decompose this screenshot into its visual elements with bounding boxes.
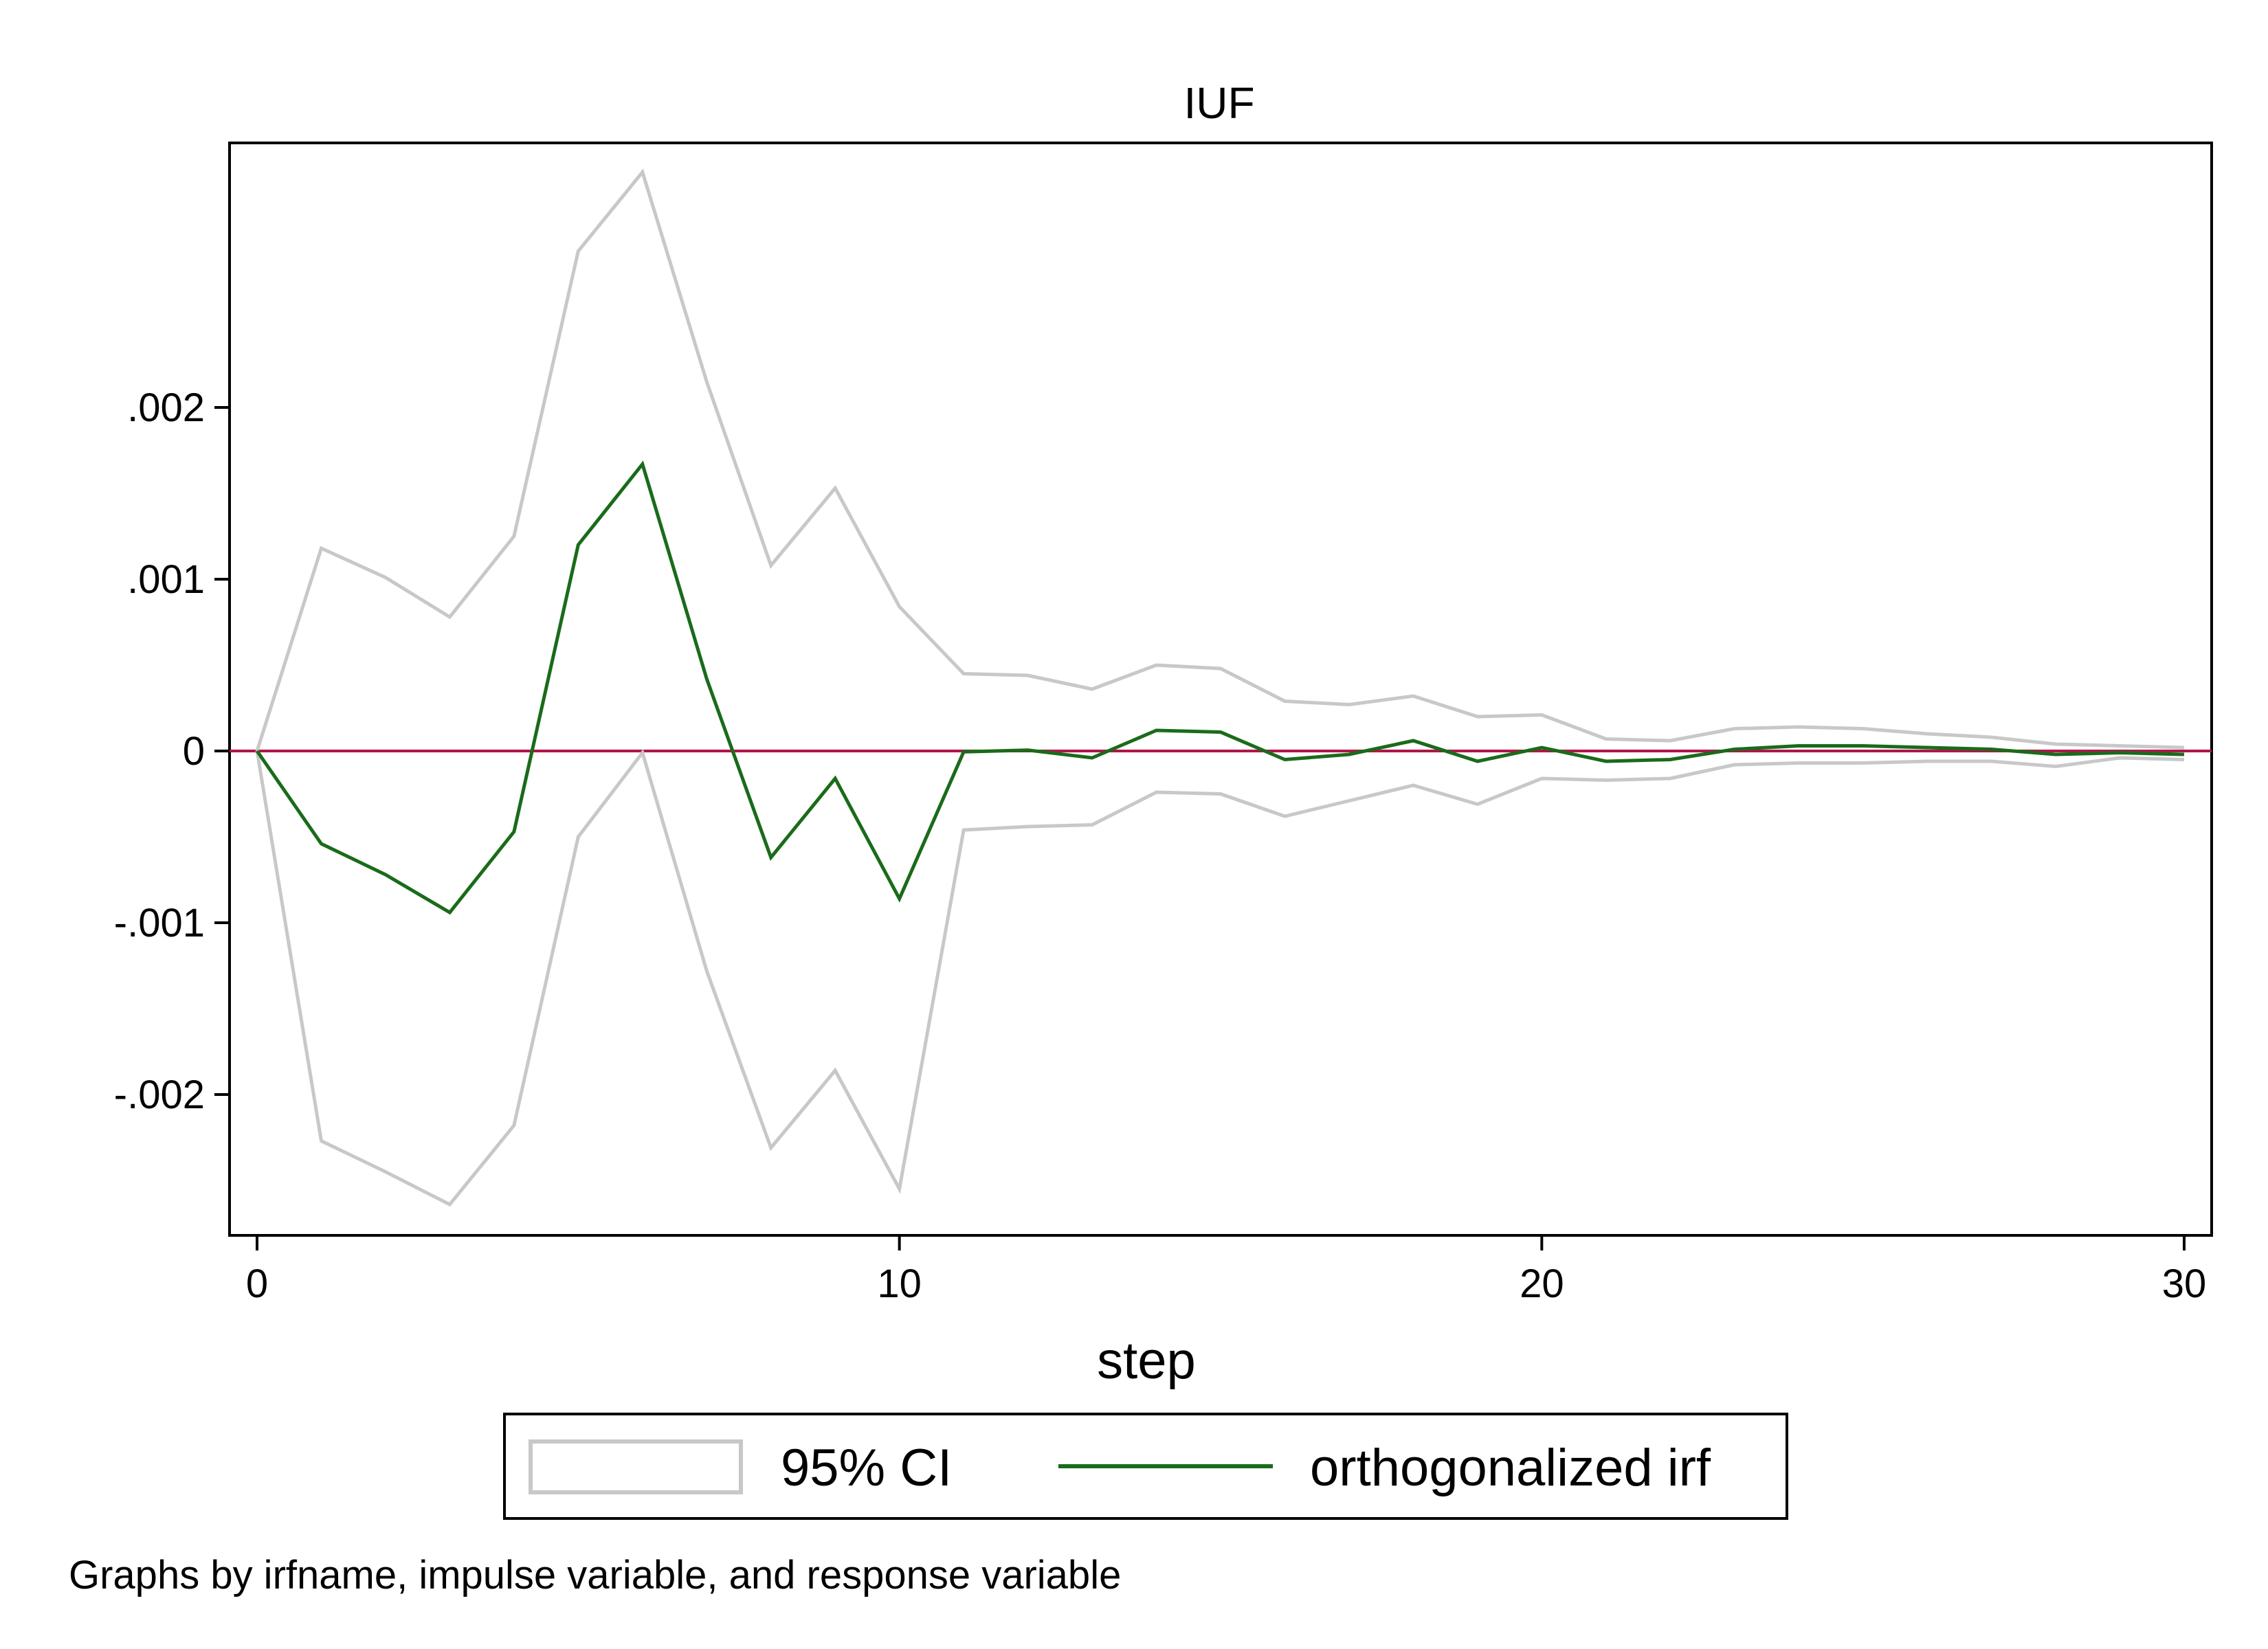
- legend: 95% CI orthogonalized irf: [503, 1413, 1788, 1520]
- legend-irf-label: orthogonalized irf: [1310, 1439, 1711, 1497]
- y-tick-label: .001: [127, 557, 205, 602]
- x-tick-label: 0: [246, 1261, 268, 1306]
- x-tick-label: 20: [1520, 1261, 1564, 1306]
- y-tick-label: -.001: [114, 901, 205, 945]
- ci-upper-line: [255, 168, 2185, 752]
- y-tick-label: -.002: [114, 1073, 205, 1117]
- legend-ci-swatch: [529, 1439, 743, 1494]
- ci-lower-line: [255, 749, 2185, 1207]
- x-axis-label: step: [1097, 1332, 1196, 1390]
- plot-frame: [228, 142, 2213, 1237]
- legend-ci-label: 95% CI: [781, 1439, 952, 1497]
- y-tick-label: 0: [183, 729, 205, 774]
- x-tick-label: 10: [877, 1261, 922, 1306]
- orthogonalized-irf-line: [255, 460, 2185, 915]
- y-tick-label: .002: [127, 385, 205, 430]
- graph-note: Graphs by irfname, impulse variable, and…: [69, 1553, 1121, 1597]
- y-axis: .002 .001 0 -.001 -.002: [114, 385, 230, 1117]
- x-axis: 0 10 20 30: [246, 1235, 2206, 1306]
- x-tick-label: 30: [2162, 1261, 2207, 1306]
- series-layer: [255, 168, 2185, 1207]
- panel-title: IUF: [1183, 78, 1254, 128]
